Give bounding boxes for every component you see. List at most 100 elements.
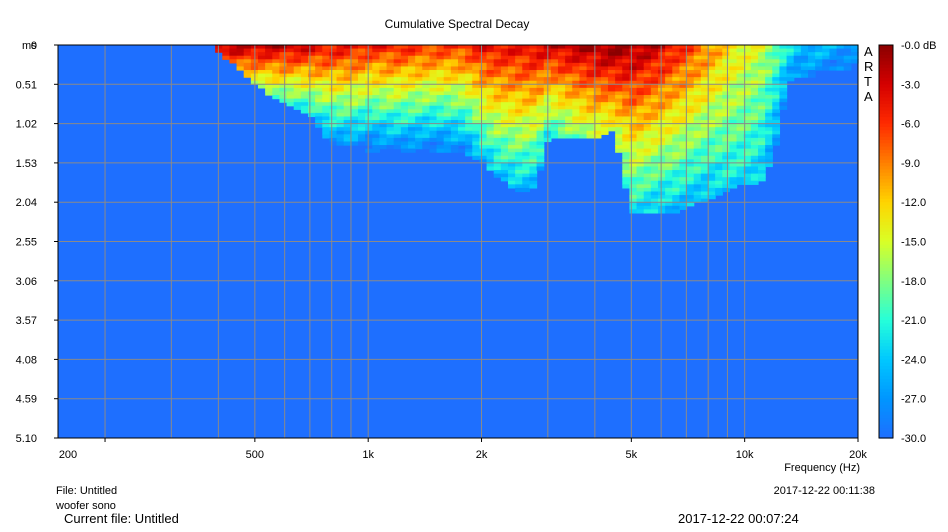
decay-cell [529,173,538,178]
decay-cell [336,95,345,100]
decay-cell [679,191,688,196]
colorbar-segment [879,218,893,223]
decay-cell [308,87,316,93]
decay-cell [700,184,709,189]
decay-cell [793,55,802,60]
decay-cell [686,80,695,85]
decay-cell [515,130,523,135]
decay-cell [500,162,509,168]
colorbar-segment [879,356,893,361]
decay-cell [465,141,473,146]
decay-cell [515,45,523,50]
decay-cell [343,62,352,68]
decay-cell [279,73,288,78]
decay-cell [493,137,502,143]
decay-cell [286,48,295,53]
decay-cell [643,59,652,64]
decay-cell [758,145,766,150]
decay-cell [629,48,638,53]
colorbar-segment [879,81,893,85]
decay-cell [715,127,723,132]
colorbar-segment [879,74,893,79]
decay-cell [300,91,309,96]
decay-cell [765,145,773,150]
decay-cell [715,87,723,93]
decay-cell [465,137,473,143]
decay-cell [322,134,331,139]
decay-cell [758,73,766,78]
decay-cell [608,55,616,60]
decay-cell [650,52,659,57]
decay-cell [522,127,531,132]
decay-cell [622,45,631,50]
decay-cell [508,98,516,103]
decay-cell [722,180,731,185]
decay-cell [350,120,359,125]
decay-cell [615,91,623,96]
colorbar-segment [879,401,893,406]
decay-cell [743,70,752,75]
decay-cell [736,177,745,182]
decay-cell [743,123,752,128]
colorbar-segment [879,126,893,131]
decay-cell [493,130,502,135]
decay-cell [629,195,638,200]
decay-cell [722,173,731,178]
decay-cell [579,112,588,118]
chart-title: Cumulative Spectral Decay [385,17,530,31]
decay-cell [429,48,438,53]
decay-cell [400,134,409,139]
decay-cell [772,130,781,135]
decay-cell [372,123,381,128]
decay-cell [408,112,416,118]
decay-cell [658,120,666,125]
decay-cell [679,62,688,68]
decay-cell [365,45,373,50]
decay-cell [379,116,388,121]
decay-cell [279,91,288,96]
decay-cell [386,95,395,100]
decay-cell [722,130,731,135]
decay-cell [636,70,645,75]
decay-cell [272,87,281,93]
decay-cell [536,116,545,121]
decay-cell [508,180,516,185]
decay-cell [522,180,531,185]
decay-cell [358,52,366,57]
decay-cell [400,123,409,128]
decay-cell [508,62,516,68]
decay-cell [615,98,623,103]
decay-cell [508,116,516,121]
decay-cell [508,109,516,114]
decay-cell [736,66,745,71]
decay-cell [286,84,295,89]
decay-cell [429,91,438,96]
decay-cell [579,134,588,139]
decay-cell [493,102,502,107]
decay-cell [750,180,759,185]
decay-cell [672,55,681,60]
decay-cell [665,127,673,132]
decay-cell [536,62,545,68]
decay-cell [436,55,445,60]
decay-cell [393,62,402,68]
colorbar-segment [879,395,893,400]
decay-cell [593,134,602,139]
decay-cell [436,116,445,121]
decay-cell [500,148,509,153]
decay-cell [686,184,695,189]
decay-cell [522,148,531,153]
decay-cell [608,98,616,103]
decay-cell [400,80,409,85]
decay-cell [515,80,523,85]
decay-cell [693,109,702,114]
decay-cell [500,123,509,128]
decay-cell [622,77,631,82]
decay-cell [700,62,709,68]
decay-cell [529,155,538,160]
decay-cell [765,134,773,139]
decay-cell [343,95,352,100]
decay-cell [315,120,323,125]
decay-cell [265,55,273,60]
decay-cell [529,66,538,71]
